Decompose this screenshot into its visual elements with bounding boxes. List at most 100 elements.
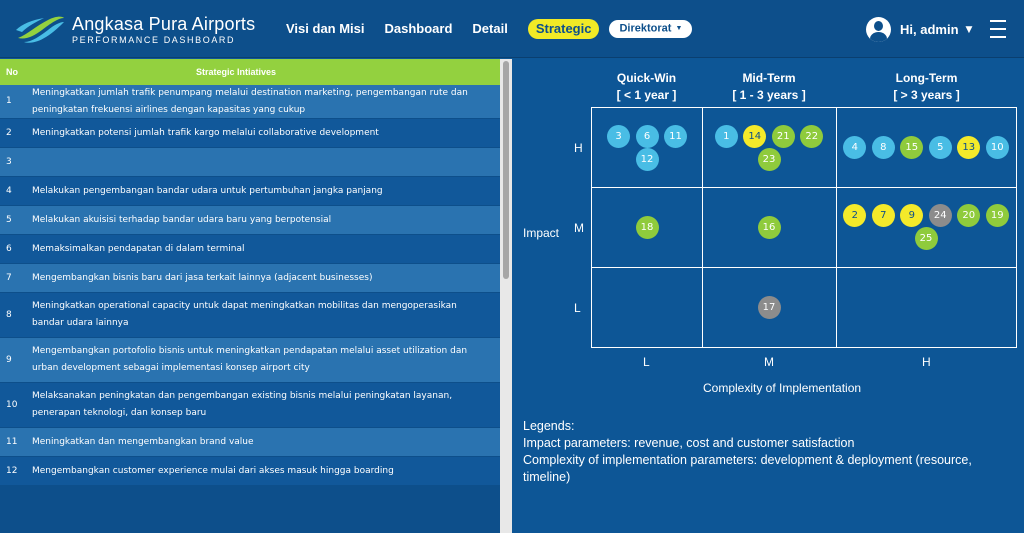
initiative-dot-8[interactable]: 8 bbox=[871, 136, 895, 159]
initiative-dot-11[interactable]: 11 bbox=[664, 125, 687, 148]
avatar bbox=[866, 17, 891, 42]
legend-title: Legends: bbox=[523, 419, 575, 433]
initiative-dot-10[interactable]: 10 bbox=[985, 136, 1009, 159]
initiative-dot-19[interactable]: 19 bbox=[985, 204, 1009, 227]
y-axis-label: Impact bbox=[523, 226, 560, 240]
table-row[interactable]: 3 bbox=[0, 148, 500, 177]
initiative-dot-18[interactable]: 18 bbox=[635, 215, 659, 239]
row-text: Mengembangkan customer experience mulai … bbox=[32, 465, 394, 476]
row-label-m: M bbox=[574, 221, 584, 235]
initiative-dot-12[interactable]: 12 bbox=[635, 148, 659, 171]
initiative-dot-23[interactable]: 23 bbox=[757, 148, 781, 171]
nav-strategic[interactable]: Strategic bbox=[527, 19, 600, 39]
row-text: Meningkatkan jumlah trafik penumpang mel… bbox=[32, 87, 468, 115]
initiative-dot-7[interactable]: 7 bbox=[871, 204, 895, 227]
row-number: 10 bbox=[6, 399, 18, 410]
column-title: Long-Term bbox=[895, 71, 958, 85]
table-row[interactable]: 4 Melakukan pengembangan bandar udara unt… bbox=[0, 177, 500, 206]
row-label-h: H bbox=[574, 141, 583, 155]
legend: Legends: Impact parameters: revenue, cos… bbox=[523, 418, 993, 486]
table-row[interactable]: 12 Mengembangkan customer experience mula… bbox=[0, 457, 500, 486]
col-no-header: No bbox=[6, 67, 18, 77]
impact-complexity-matrix: 3 6 11 12 1 14 21 22 23 4 8 15 5 13 10 18 16 2 7 9 24 20 19 25 1… bbox=[591, 107, 1017, 348]
legend-complexity: Complexity of implementation parameters:… bbox=[523, 453, 972, 484]
initiative-dot-5[interactable]: 5 bbox=[928, 136, 952, 159]
initiative-dot-17[interactable]: 17 bbox=[757, 295, 781, 319]
initiative-dot-13[interactable]: 13 bbox=[957, 136, 981, 159]
initiative-dot-9[interactable]: 9 bbox=[900, 204, 924, 227]
nav-dashboard[interactable]: Dashboard bbox=[384, 21, 453, 36]
column-header-long-term: Long-Term [ > 3 years ] bbox=[836, 70, 1017, 104]
table-row[interactable]: 8 Meningkatkan operational capacity untuk… bbox=[0, 293, 500, 338]
chevron-down-icon: ▼ bbox=[675, 25, 683, 33]
row-text: Melaksanakan peningkatan dan pengembanga… bbox=[32, 391, 453, 418]
direktorat-dropdown[interactable]: Direktorat ▼ bbox=[609, 20, 693, 38]
row-text: Memaksimalkan pendapatan di dalam termin… bbox=[32, 243, 245, 254]
initiative-dot-14[interactable]: 14 bbox=[743, 125, 767, 148]
row-number: 11 bbox=[6, 436, 18, 447]
row-number: 4 bbox=[6, 185, 12, 196]
row-number: 5 bbox=[6, 214, 12, 225]
row-number: 9 bbox=[6, 354, 12, 365]
table-row[interactable]: 7 Mengembangkan bisnis baru dari jasa ter… bbox=[0, 264, 500, 293]
initiative-dot-24[interactable]: 24 bbox=[928, 204, 952, 227]
direktorat-label: Direktorat bbox=[619, 22, 672, 35]
table-row[interactable]: 1 Meningkatkan jumlah trafik penumpang me… bbox=[0, 85, 500, 119]
initiative-dot-21[interactable]: 21 bbox=[771, 125, 795, 148]
row-number: 8 bbox=[6, 309, 12, 320]
column-title: Quick-Win bbox=[616, 71, 677, 85]
column-subtitle: [ > 3 years ] bbox=[893, 88, 960, 102]
legend-impact: Impact parameters: revenue, cost and cus… bbox=[523, 436, 855, 450]
angkasa-pura-logo bbox=[16, 16, 64, 43]
row-text: Meningkatkan potensi jumlah trafik kargo… bbox=[32, 127, 379, 138]
initiative-dot-6[interactable]: 6 bbox=[635, 125, 659, 148]
initiative-dot-22[interactable]: 22 bbox=[800, 125, 824, 148]
initiative-dot-2[interactable]: 2 bbox=[843, 204, 867, 227]
row-text: Meningkatkan dan mengembangkan brand val… bbox=[32, 436, 254, 447]
initiative-dot-15[interactable]: 15 bbox=[900, 136, 924, 159]
column-title: Mid-Term bbox=[742, 71, 796, 85]
brand-subtitle: PERFORMANCE DASHBOARD bbox=[72, 35, 236, 45]
row-number: 1 bbox=[6, 96, 12, 106]
row-number: 7 bbox=[6, 272, 12, 283]
row-text: Meningkatkan operational capacity untuk … bbox=[32, 301, 457, 328]
initiative-dot-3[interactable]: 3 bbox=[607, 125, 630, 148]
user-menu[interactable]: Hi, admin ▼ bbox=[866, 17, 972, 42]
initiative-dot-20[interactable]: 20 bbox=[957, 204, 981, 227]
initiatives-list: 1 Meningkatkan jumlah trafik penumpang me… bbox=[0, 85, 500, 486]
initiative-dot-16[interactable]: 16 bbox=[757, 215, 781, 239]
row-label-l: L bbox=[574, 301, 581, 315]
x-axis-label: Complexity of Implementation bbox=[703, 381, 862, 395]
table-row[interactable]: 11 Meningkatkan dan mengembangkan brand v… bbox=[0, 428, 500, 457]
table-row[interactable]: 9 Mengembangkan portofolio bisnis untuk m… bbox=[0, 338, 500, 383]
col-title-header: Strategic Intiatives bbox=[195, 67, 277, 77]
initiative-dot-4[interactable]: 4 bbox=[843, 136, 867, 159]
column-header-mid-term: Mid-Term [ 1 - 3 years ] bbox=[702, 70, 836, 104]
row-text: Mengembangkan bisnis baru dari jasa terk… bbox=[32, 272, 373, 283]
hamburger-menu-icon[interactable] bbox=[990, 20, 1006, 38]
column-header-quick-win: Quick-Win [ < 1 year ] bbox=[591, 70, 702, 104]
scrollbar-thumb[interactable] bbox=[503, 61, 509, 279]
table-row[interactable]: 2 Meningkatkan potensi jumlah trafik karg… bbox=[0, 119, 500, 148]
table-row[interactable]: 10 Melaksanakan peningkatan dan pengemban… bbox=[0, 383, 500, 428]
caret-down-icon: ▼ bbox=[965, 24, 973, 35]
top-bar: Angkasa Pura Airports PERFORMANCE DASHBO… bbox=[0, 0, 1024, 58]
table-header: No Strategic Intiatives bbox=[0, 59, 500, 85]
initiative-dot-25[interactable]: 25 bbox=[914, 227, 938, 250]
nav-detail[interactable]: Detail bbox=[472, 21, 508, 36]
user-greeting: Hi, admin bbox=[900, 22, 959, 37]
row-text: Melakukan akuisisi terhadap bandar udara… bbox=[32, 214, 332, 225]
row-text: Mengembangkan portofolio bisnis untuk me… bbox=[32, 346, 468, 373]
row-number: 12 bbox=[6, 465, 18, 476]
initiatives-panel: No Strategic Intiatives 1 Meningkatkan ju… bbox=[0, 59, 512, 533]
row-number: 3 bbox=[6, 156, 12, 167]
row-number: 6 bbox=[6, 243, 12, 254]
initiative-dot-1[interactable]: 1 bbox=[714, 125, 738, 148]
nav-visi-misi[interactable]: Visi dan Misi bbox=[286, 21, 365, 36]
column-subtitle: [ < 1 year ] bbox=[616, 88, 677, 102]
brand: Angkasa Pura Airports PERFORMANCE DASHBO… bbox=[72, 14, 255, 46]
table-row[interactable]: 6 Memaksimalkan pendapatan di dalam termi… bbox=[0, 235, 500, 264]
table-row[interactable]: 5 Melakukan akuisisi terhadap bandar udar… bbox=[0, 206, 500, 235]
col-label-h: H bbox=[922, 355, 931, 369]
col-label-m: M bbox=[764, 355, 774, 369]
